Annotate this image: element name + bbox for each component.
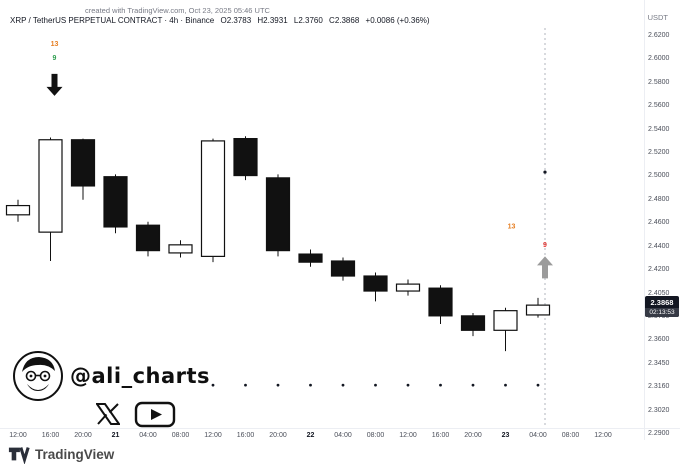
low-value: 2.3760	[298, 16, 323, 25]
price-axis-label: 2.5600	[648, 102, 670, 110]
price-axis-separator	[644, 0, 645, 440]
price-axis-label: 2.4600	[648, 219, 670, 227]
sell-signal-arrow-icon	[46, 73, 63, 96]
open-label: O	[220, 16, 227, 25]
time-axis-label: 16:00	[41, 432, 60, 439]
time-axis-label: 23	[501, 432, 510, 439]
price-axis-label: 2.6000	[648, 55, 670, 63]
candle-body	[70, 139, 96, 187]
candle-body	[363, 275, 388, 292]
candle-body	[525, 304, 551, 316]
time-axis-label: 12:00	[9, 432, 27, 439]
time-axis-label: 04:00	[334, 432, 352, 439]
low-label: L	[293, 16, 299, 25]
indicator-dot	[374, 383, 377, 387]
close-value: 2.3868	[334, 16, 360, 25]
bar-countdown: 02:13:53	[645, 307, 679, 318]
time-axis-label: 20:00	[74, 432, 92, 439]
last-price-value: 2.3868	[650, 297, 674, 307]
close-label: C	[329, 16, 335, 25]
indicator-dot	[536, 383, 540, 387]
price-axis-label: 2.4400	[648, 242, 670, 250]
ali-charts-avatar-icon	[13, 351, 63, 401]
price-axis-label: 2.3600	[648, 336, 670, 344]
candle-body	[38, 139, 63, 233]
indicator-dot	[211, 383, 215, 387]
quote-currency-label: USDT	[647, 13, 668, 22]
time-axis-label: 12:00	[204, 432, 222, 439]
change-value: +0.0086 (+0.36%)	[365, 16, 430, 25]
indicator-dot	[276, 383, 280, 387]
indicator-dot	[309, 383, 312, 387]
created-with-watermark: created with TradingView.com, Oct 23, 20…	[85, 6, 270, 15]
td-count-label: 13	[508, 224, 516, 231]
candle-body	[5, 204, 31, 216]
time-axis-label: 22	[306, 432, 315, 439]
price-axis-label: 2.5400	[648, 125, 670, 133]
time-axis-label: 20:00	[269, 432, 287, 439]
price-axis-label: 2.5200	[648, 149, 670, 157]
symbol-title[interactable]: XRP / TetherUS PERPETUAL CONTRACT · 4h ·…	[10, 16, 215, 25]
price-axis-label: 2.3450	[648, 359, 670, 367]
candle-body	[330, 260, 356, 277]
price-axis-label: 2.5800	[648, 78, 670, 86]
price-axis-label: 2.3020	[648, 406, 670, 414]
high-value: 2.3931	[263, 16, 288, 25]
price-axis-label: 2.4200	[648, 266, 670, 274]
candle-body	[460, 315, 486, 331]
time-axis-label: 20:00	[464, 432, 482, 439]
candle-body	[135, 224, 161, 252]
price-axis-label: 2.2900	[648, 429, 670, 437]
tradingview-logo-text: TradingView	[35, 446, 115, 462]
indicator-dot	[244, 383, 247, 387]
indicator-dot	[543, 170, 547, 174]
time-axis-label: 04:00	[139, 432, 157, 439]
candle-body	[395, 283, 421, 292]
indicator-dot	[471, 383, 475, 387]
high-label: H	[257, 16, 264, 25]
time-axis-label: 16:00	[236, 432, 255, 439]
td-count-label: 13	[51, 41, 59, 48]
price-axis-label: 2.4050	[648, 289, 670, 297]
twitter-handle: @ali_charts	[70, 364, 211, 388]
time-axis-label: 08:00	[171, 432, 190, 439]
time-axis-label: 08:00	[366, 432, 385, 439]
time-axis-label: 12:00	[399, 432, 417, 439]
indicator-dot	[341, 383, 345, 387]
candle-body	[493, 310, 518, 331]
time-axis-separator	[0, 428, 680, 429]
time-axis-label: 16:00	[431, 432, 450, 439]
time-axis-label: 12:00	[594, 432, 612, 439]
indicator-dot	[439, 383, 442, 387]
price-axis-label: 2.5000	[648, 172, 670, 180]
indicator-dot	[406, 383, 410, 387]
td-count-label: 9	[53, 55, 57, 62]
price-axis-label: 2.4800	[648, 195, 670, 203]
candle-body	[428, 287, 453, 317]
time-axis-label: 21	[111, 432, 120, 439]
time-axis-label: 04:00	[529, 432, 547, 439]
open-value: 2.3783	[226, 16, 252, 25]
x-twitter-icon	[96, 403, 120, 425]
candle-body	[200, 140, 226, 257]
candle-body	[265, 177, 291, 252]
price-axis-label: 2.3160	[648, 383, 670, 391]
candle-body	[298, 253, 323, 263]
price-axis-label: 2.6200	[648, 32, 670, 39]
youtube-icon	[134, 401, 176, 428]
last-price-badge: 2.3868 02:13:53	[645, 296, 679, 318]
tradingview-logo-icon	[8, 447, 30, 464]
symbol-info-line: XRP / TetherUS PERPETUAL CONTRACT · 4h ·…	[10, 16, 430, 25]
candle-body	[103, 176, 128, 228]
time-axis-label: 08:00	[561, 432, 580, 439]
indicator-dot	[504, 383, 507, 387]
candle-body	[168, 244, 193, 254]
buy-signal-arrow-icon	[537, 256, 553, 279]
candle-body	[233, 137, 258, 177]
td-count-label: 9	[543, 242, 547, 249]
tradingview-footer: TradingView	[8, 444, 114, 464]
